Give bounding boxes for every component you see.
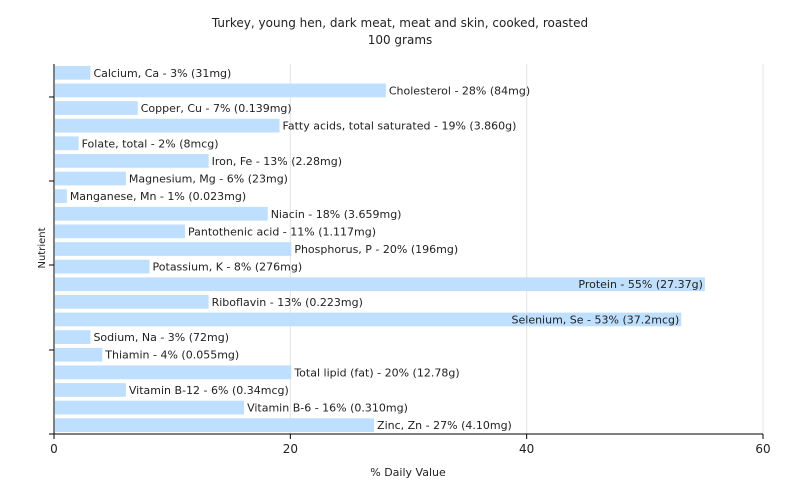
data-label: Calcium, Ca - 3% (31mg) [93,67,231,80]
bar [55,365,292,380]
data-label: Phosphorus, P - 20% (196mg) [294,243,458,256]
data-label: Niacin - 18% (3.659mg) [271,208,402,221]
data-label: Potassium, K - 8% (276mg) [153,261,303,274]
bar [55,65,91,80]
bar [55,294,209,309]
data-label: Manganese, Mn - 1% (0.023mg) [70,190,246,203]
data-label: Pantothenic acid - 11% (1.117mg) [188,225,376,238]
chart-title: Turkey, young hen, dark meat, meat and s… [211,16,588,30]
bar [55,259,150,274]
chart-subtitle: 100 grams [368,33,433,47]
bar [55,312,682,327]
data-label: Riboflavin - 13% (0.223mg) [212,296,363,309]
data-label: Vitamin B-6 - 16% (0.310mg) [247,402,408,415]
data-label: Selenium, Se - 53% (37.2mcg) [512,313,680,326]
x-tick-label: 20 [283,442,298,456]
bar [55,118,280,133]
bar [55,171,126,186]
bar [55,277,705,292]
x-axis-label: % Daily Value [370,466,446,479]
data-label: Vitamin B-12 - 6% (0.34mcg) [129,384,289,397]
data-label: Iron, Fe - 13% (2.28mg) [212,155,342,168]
bar [55,330,91,344]
bar [55,400,245,415]
data-label: Sodium, Na - 3% (72mg) [93,331,229,344]
bar [55,206,268,221]
bar [55,383,126,397]
bar [55,242,292,256]
data-label: Cholesterol - 28% (84mg) [389,84,530,97]
bar [55,418,375,433]
bar [55,83,386,98]
y-axis-label: Nutrient [37,227,48,268]
data-label: Zinc, Zn - 27% (4.10mg) [377,419,512,432]
data-label: Folate, total - 2% (8mcg) [82,137,219,150]
x-tick-label: 0 [50,442,58,456]
x-tick-label: 40 [519,442,534,456]
data-label: Magnesium, Mg - 6% (23mg) [129,173,288,186]
data-label: Total lipid (fat) - 20% (12.78g) [293,366,459,379]
plot-area: Calcium, Ca - 3% (31mg) Cholesterol - 28%… [49,64,771,456]
data-label: Fatty acids, total saturated - 19% (3.86… [283,120,517,133]
x-tick-label: 60 [755,442,770,456]
bar [55,136,79,151]
bar [55,154,209,168]
bar [55,224,185,239]
bar [55,101,138,115]
data-label: Protein - 55% (27.37g) [578,278,703,291]
data-label: Copper, Cu - 7% (0.139mg) [141,102,292,115]
bar [55,189,67,204]
bar [55,347,103,362]
data-label: Thiamin - 4% (0.055mg) [104,349,239,362]
